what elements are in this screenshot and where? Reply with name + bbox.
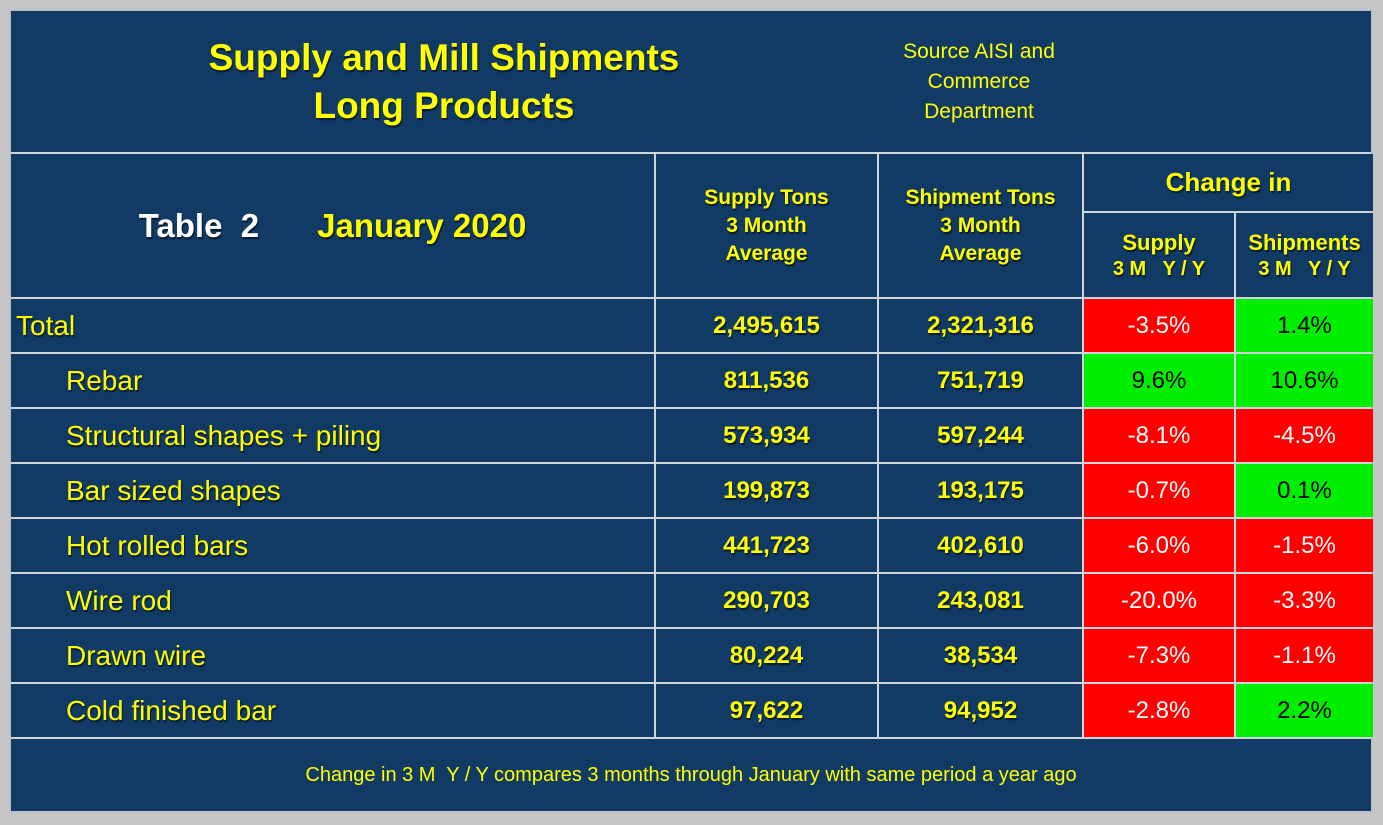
- table-row-cold-finished-bar: Cold finished bar 97,622 94,952 -2.8% 2.…: [11, 684, 1373, 737]
- supply-change-cell: -7.3%: [1084, 629, 1234, 682]
- shipment-value: 597,244: [879, 409, 1082, 462]
- row-label: Cold finished bar: [11, 684, 654, 737]
- supply-change-cell: 9.6%: [1084, 354, 1234, 407]
- shipment-tons-line-3: Average: [939, 241, 1022, 265]
- shipment-value: 751,719: [879, 354, 1082, 407]
- supply-value: 2,495,615: [656, 299, 877, 352]
- supply-value: 80,224: [656, 629, 877, 682]
- source-line-1: Source AISI and: [903, 39, 1055, 63]
- supply-change-cell: -6.0%: [1084, 519, 1234, 572]
- column-header-supply-change: Supply 3 M Y / Y: [1084, 213, 1234, 297]
- supply-change-cell: -8.1%: [1084, 409, 1234, 462]
- shipment-value: 243,081: [879, 574, 1082, 627]
- supply-change-cell: -3.5%: [1084, 299, 1234, 352]
- supply-change-cell: -20.0%: [1084, 574, 1234, 627]
- column-header-supply-tons: Supply Tons 3 Month Average: [656, 154, 877, 297]
- shipments-change-cell: -3.3%: [1236, 574, 1373, 627]
- slide-title: Supply and Mill Shipments Long Products: [11, 34, 877, 130]
- supply-value: 441,723: [656, 519, 877, 572]
- row-label: Total: [11, 299, 654, 352]
- supply-change-line-1: Supply: [1122, 229, 1196, 255]
- table-row-bar-sized-shapes: Bar sized shapes 199,873 193,175 -0.7% 0…: [11, 464, 1373, 517]
- source-line-3: Department: [924, 99, 1034, 123]
- shipment-tons-line-1: Shipment Tons: [905, 185, 1056, 209]
- shipments-change-cell: -1.1%: [1236, 629, 1373, 682]
- title-line-1: Supply and Mill Shipments: [208, 36, 680, 78]
- source-attribution: Source AISI and Commerce Department: [877, 37, 1081, 127]
- table-panel: Supply and Mill Shipments Long Products …: [9, 9, 1373, 813]
- row-label: Structural shapes + piling: [11, 409, 654, 462]
- shipments-change-cell: -4.5%: [1236, 409, 1373, 462]
- shipment-value: 94,952: [879, 684, 1082, 737]
- supply-value: 97,622: [656, 684, 877, 737]
- row-label: Wire rod: [11, 574, 654, 627]
- row-label: Bar sized shapes: [11, 464, 654, 517]
- period-label: January 2020: [317, 206, 527, 244]
- table-row-drawn-wire: Drawn wire 80,224 38,534 -7.3% -1.1%: [11, 629, 1373, 682]
- supply-value: 573,934: [656, 409, 877, 462]
- shipments-change-cell: 2.2%: [1236, 684, 1373, 737]
- supply-change-cell: -2.8%: [1084, 684, 1234, 737]
- row-label: Drawn wire: [11, 629, 654, 682]
- supply-tons-line-1: Supply Tons: [704, 185, 829, 209]
- supply-value: 199,873: [656, 464, 877, 517]
- change-in-label: Change in: [1165, 167, 1292, 197]
- footnote-text: Change in 3 M Y / Y compares 3 months th…: [305, 763, 1077, 786]
- shipments-change-cell: 1.4%: [1236, 299, 1373, 352]
- shipment-value: 402,610: [879, 519, 1082, 572]
- title-line-2: Long Products: [313, 84, 575, 126]
- row-label: Rebar: [11, 354, 654, 407]
- change-in-header: Change in: [1084, 154, 1373, 211]
- title-band: Supply and Mill Shipments Long Products …: [11, 11, 1371, 152]
- column-header-shipment-tons: Shipment Tons 3 Month Average: [879, 154, 1082, 297]
- table-row-hot-rolled-bars: Hot rolled bars 441,723 402,610 -6.0% -1…: [11, 519, 1373, 572]
- table-row-wire-rod: Wire rod 290,703 243,081 -20.0% -3.3%: [11, 574, 1373, 627]
- shipment-tons-line-2: 3 Month: [940, 213, 1021, 237]
- table-row-total: Total 2,495,615 2,321,316 -3.5% 1.4%: [11, 299, 1373, 352]
- supply-change-cell: -0.7%: [1084, 464, 1234, 517]
- row-label: Hot rolled bars: [11, 519, 654, 572]
- supply-value: 290,703: [656, 574, 877, 627]
- supply-tons-line-3: Average: [725, 241, 808, 265]
- shipment-value: 38,534: [879, 629, 1082, 682]
- change-subheaders: Supply 3 M Y / Y Shipments 3 M Y / Y: [1084, 213, 1373, 297]
- footnote-band: Change in 3 M Y / Y compares 3 months th…: [11, 739, 1371, 811]
- table-number-label: Table 2: [138, 206, 260, 244]
- table-number-and-period: Table 2 January 2020: [11, 154, 654, 297]
- source-line-2: Commerce: [927, 69, 1031, 93]
- column-header-change-group: Change in Supply 3 M Y / Y Shipments 3 M…: [1084, 154, 1373, 297]
- shipments-change-line-1: Shipments: [1248, 229, 1361, 255]
- shipments-change-cell: 0.1%: [1236, 464, 1373, 517]
- shipments-change-line-2: 3 M Y / Y: [1258, 257, 1351, 280]
- table-row-rebar: Rebar 811,536 751,719 9.6% 10.6%: [11, 354, 1373, 407]
- shipments-change-cell: -1.5%: [1236, 519, 1373, 572]
- table-header: Table 2 January 2020 Supply Tons 3 Month…: [11, 154, 1373, 297]
- table-row-structural-shapes: Structural shapes + piling 573,934 597,2…: [11, 409, 1373, 462]
- supply-tons-line-2: 3 Month: [726, 213, 807, 237]
- shipments-change-cell: 10.6%: [1236, 354, 1373, 407]
- supply-change-line-2: 3 M Y / Y: [1112, 257, 1206, 280]
- column-header-shipments-change: Shipments 3 M Y / Y: [1236, 213, 1373, 297]
- supply-value: 811,536: [656, 354, 877, 407]
- shipment-value: 193,175: [879, 464, 1082, 517]
- shipment-value: 2,321,316: [879, 299, 1082, 352]
